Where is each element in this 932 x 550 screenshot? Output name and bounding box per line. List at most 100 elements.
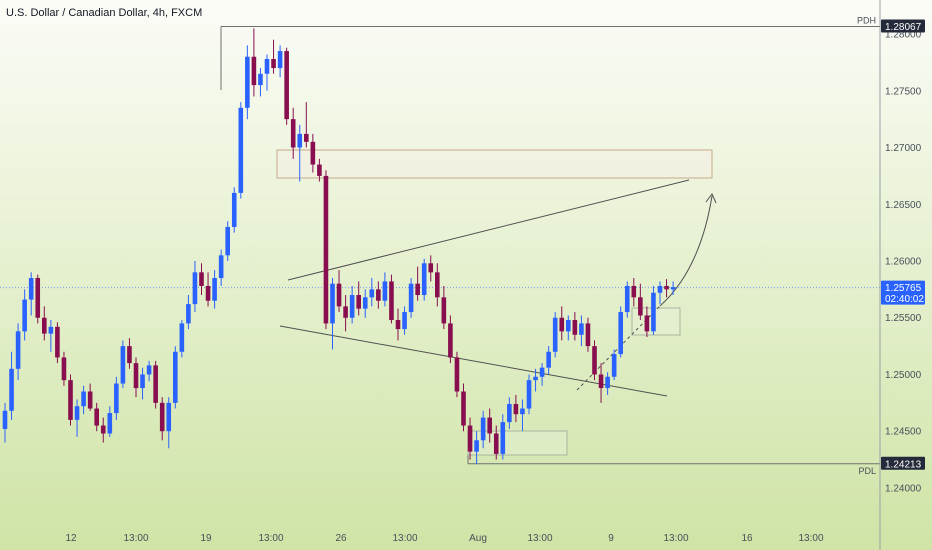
candle-body: [421, 263, 427, 296]
x-axis[interactable]: 12 13:00 19 13:00 26 13:00 Aug 13:00 9 13:00 16 13:…: [65, 533, 824, 544]
candle-body: [94, 408, 99, 426]
candle-body: [467, 425, 473, 452]
candle-body: [389, 281, 394, 321]
y-tick-label: 1.26000: [885, 257, 922, 268]
projection-arrow: [659, 195, 713, 307]
candle-body: [297, 133, 303, 148]
candle-body: [323, 175, 329, 324]
current-price-tag-text: 1.25765: [885, 283, 922, 294]
candle-body: [572, 320, 578, 335]
candle-body: [362, 297, 368, 309]
y-tick-label: 1.27000: [885, 143, 922, 154]
candle-body: [231, 192, 237, 227]
candle-body: [480, 417, 486, 441]
candle-body: [28, 278, 34, 300]
y-tick-label: 1.26500: [885, 200, 922, 211]
y-tick-label: 1.28000: [885, 30, 922, 41]
candle-body: [15, 331, 21, 369]
candle-body: [598, 374, 604, 389]
candle-body: [670, 287, 676, 290]
pdh-label: PDH: [857, 15, 876, 25]
candle-body: [454, 357, 460, 392]
candle-body: [402, 312, 407, 330]
candle-body: [114, 383, 119, 414]
candle-body: [153, 365, 158, 403]
candle-body: [159, 402, 165, 432]
x-tick-label: 19: [200, 533, 212, 544]
candle-body: [186, 304, 191, 324]
x-tick-label: 13:00: [663, 533, 688, 544]
y-tick-label: 1.24000: [885, 483, 922, 494]
candle-body: [173, 351, 178, 403]
candle-body: [199, 272, 204, 286]
candle-body: [87, 391, 93, 409]
candle-body: [290, 119, 296, 148]
candle-body: [218, 255, 224, 279]
x-tick-label: 16: [741, 533, 753, 544]
x-tick-label: 13:00: [258, 533, 283, 544]
candle-body: [166, 402, 172, 432]
current-price-tag-bg: [881, 280, 925, 305]
candle-body: [330, 283, 335, 324]
candle-body: [487, 417, 492, 434]
candle-body: [317, 164, 322, 176]
candle-body: [277, 51, 283, 69]
candle-body: [657, 285, 663, 293]
candle-body: [513, 403, 519, 415]
candle-body: [631, 285, 637, 298]
candle-body: [48, 326, 54, 334]
candle-body: [664, 285, 669, 290]
candle-body: [592, 346, 597, 375]
candle-body: [22, 299, 27, 332]
candle-body: [192, 272, 198, 305]
candle-body: [520, 408, 525, 415]
candle-body: [461, 391, 466, 426]
candle-body: [493, 433, 499, 454]
candle-body: [310, 141, 316, 165]
candle-body: [507, 403, 512, 423]
candle-body: [251, 56, 257, 86]
x-tick-label: 26: [335, 533, 347, 544]
candle-body: [133, 363, 139, 389]
candle-body: [238, 107, 244, 193]
candle-body: [264, 59, 270, 74]
candle-body: [376, 289, 381, 301]
candle-body: [349, 295, 355, 318]
candle-body: [107, 413, 113, 434]
candle-body: [225, 226, 230, 256]
candle-body: [559, 317, 565, 332]
candle-body: [42, 317, 47, 334]
candle-body: [68, 380, 73, 420]
candle-body: [526, 380, 532, 409]
pdh-price-tag-bg: [881, 19, 925, 33]
candle-body: [539, 367, 545, 377]
candle-body: [369, 289, 375, 298]
candle-body: [35, 278, 41, 318]
candle-body: [140, 374, 145, 389]
candle-body: [245, 56, 250, 108]
candle-body: [74, 406, 80, 420]
candle-body: [284, 51, 289, 120]
candle-body: [651, 292, 656, 332]
x-tick-label: 13:00: [123, 533, 148, 544]
pdl-label: PDL: [858, 466, 876, 476]
upper-trendline: [287, 179, 690, 281]
chart-title: U.S. Dollar / Canadian Dollar, 4h, FXCM: [6, 7, 202, 19]
candle-body: [644, 315, 650, 332]
candle-body: [585, 323, 591, 347]
candle-body: [271, 59, 276, 69]
y-tick-label: 1.24500: [885, 427, 922, 438]
candle-body: [624, 285, 630, 313]
candle-body: [212, 278, 217, 301]
y-axis[interactable]: 1.28000 1.27500 1.27000 1.26500 1.26000 1.255…: [885, 30, 922, 495]
candle-body: [408, 283, 414, 313]
current-price-tag-countdown: 02:40:02: [885, 294, 924, 305]
candle-body: [127, 346, 132, 364]
candle-body: [638, 297, 643, 316]
candle-body: [428, 263, 434, 273]
candle-body: [179, 323, 185, 352]
candle-body: [435, 272, 440, 298]
candle-body: [9, 368, 14, 411]
candle-body: [2, 410, 8, 429]
